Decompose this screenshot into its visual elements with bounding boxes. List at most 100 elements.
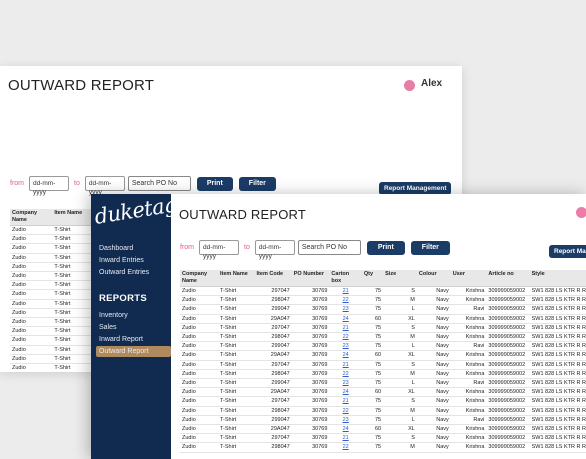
table-cell: T-Shirt (52, 363, 95, 372)
print-button[interactable]: Print (366, 240, 405, 255)
table-cell: 309999059002 (486, 323, 530, 334)
sidebar-item-inventory[interactable]: Inventory (99, 312, 128, 319)
table-cell: Navy (416, 424, 451, 435)
table-cell: Ravi (450, 304, 487, 315)
front-app-window: duketag! Dashboard Inward Entries Outwar… (91, 194, 586, 459)
carton-box-link[interactable]: 24 (329, 314, 362, 324)
carton-box-link[interactable]: 21 (329, 286, 362, 297)
to-label: to (74, 180, 80, 187)
table-cell: SW1 828 LS KTR R RGFG (529, 442, 586, 453)
user-avatar-icon[interactable] (404, 80, 415, 91)
table-cell: Zudio (10, 345, 53, 355)
carton-box-link[interactable]: 22 (329, 295, 362, 306)
to-date-input[interactable]: dd-mm-yyyy (254, 240, 295, 260)
table-cell: Zudio (180, 369, 218, 380)
column-header: Carton box (329, 270, 362, 287)
column-header: Item Name (218, 270, 255, 287)
po-search-input[interactable]: Search PO No (127, 176, 191, 191)
table-cell: 30769 (291, 304, 330, 315)
table-cell: 30769 (291, 387, 330, 398)
filter-button[interactable]: Filter (410, 240, 450, 255)
table-cell: T-Shirt (218, 378, 255, 389)
to-date-input[interactable]: dd-mm-yyyy (84, 176, 125, 196)
table-cell: SW1 828 LS KTR R RGFG (529, 396, 586, 407)
report-management-button[interactable]: Report Management (379, 182, 452, 195)
table-cell: 297047 (254, 433, 292, 444)
carton-box-link[interactable]: 22 (329, 369, 362, 380)
carton-box-link[interactable]: 23 (329, 341, 362, 352)
table-cell: Zudio (180, 286, 218, 297)
table-cell: T-Shirt (218, 341, 255, 352)
carton-box-link[interactable]: 24 (329, 387, 362, 398)
print-button[interactable]: Print (196, 176, 233, 191)
table-cell: Zudio (180, 350, 218, 361)
column-header: Size (383, 270, 417, 287)
table-cell: 75 (361, 378, 384, 389)
column-header: Article no (486, 270, 530, 287)
from-label: from (180, 244, 194, 251)
table-cell: 309999059002 (486, 442, 530, 453)
carton-box-link[interactable]: 21 (329, 323, 362, 334)
table-cell: T-Shirt (52, 262, 95, 273)
table-cell: 30769 (291, 341, 330, 352)
carton-box-link[interactable]: 22 (329, 332, 362, 343)
sidebar-item-inward-report[interactable]: Inward Report (99, 336, 143, 343)
table-cell: 309999059002 (486, 406, 530, 416)
table-cell: Navy (416, 360, 451, 370)
report-management-button[interactable]: Report Man (549, 245, 586, 258)
table-cell: Krishna (450, 350, 487, 361)
carton-box-link[interactable]: 23 (329, 304, 362, 315)
table-cell: 30769 (291, 442, 330, 453)
carton-box-link[interactable]: 21 (329, 396, 362, 407)
table-cell: 30769 (291, 286, 330, 297)
filter-button[interactable]: Filter (238, 176, 276, 191)
table-cell: Zudio (10, 308, 53, 319)
table-cell: Zudio (180, 323, 218, 334)
carton-box-link[interactable]: 24 (329, 350, 362, 361)
brand-logo: duketag! (92, 194, 187, 229)
table-cell: 298047 (254, 295, 292, 306)
carton-box-link[interactable]: 23 (329, 415, 362, 426)
table-cell: 30769 (291, 415, 330, 426)
carton-box-link[interactable]: 21 (329, 433, 362, 444)
table-cell: Zudio (180, 433, 218, 444)
sidebar-item-sales[interactable]: Sales (99, 324, 117, 331)
page-title: OUTWARD REPORT (179, 207, 307, 222)
sidebar-item-inward-entries[interactable]: Inward Entries (99, 257, 144, 264)
table-cell: T-Shirt (218, 360, 255, 370)
table-cell: 75 (361, 396, 384, 407)
po-search-input[interactable]: Search PO No (297, 240, 361, 255)
user-avatar-icon[interactable] (576, 207, 586, 218)
report-management-button-wrap: Report Man (549, 240, 586, 258)
table-cell: T-Shirt (218, 304, 255, 315)
table-cell: 309999059002 (486, 286, 530, 297)
table-cell: 30769 (291, 350, 330, 361)
table-cell: Ravi (450, 378, 487, 389)
table-cell: XL (383, 314, 417, 324)
table-cell: M (383, 442, 417, 453)
report-management-button-wrap: Report Management (379, 177, 452, 195)
table-cell: 298047 (254, 406, 292, 416)
table-cell: S (383, 323, 417, 334)
table-cell: Zudio (10, 335, 53, 346)
table-cell: 60 (361, 424, 384, 435)
table-cell: 30769 (291, 369, 330, 380)
table-cell: SW1 828 LS KTR R RGFG (529, 415, 586, 426)
carton-box-link[interactable]: 21 (329, 360, 362, 370)
from-date-input[interactable]: dd-mm-yyyy (199, 240, 239, 260)
sidebar-item-outward-report[interactable]: Outward Report (99, 348, 149, 355)
carton-box-link[interactable]: 24 (329, 424, 362, 435)
carton-box-link[interactable]: 23 (329, 378, 362, 389)
from-date-input[interactable]: dd-mm-yyyy (29, 176, 69, 196)
user-name[interactable]: Alex (421, 78, 443, 89)
carton-box-link[interactable]: 22 (329, 442, 362, 453)
table-cell: Zudio (180, 415, 218, 426)
sidebar-item-outward-entries[interactable]: Outward Entries (99, 269, 150, 276)
carton-box-link[interactable]: 22 (329, 406, 362, 416)
sidebar-item-dashboard[interactable]: Dashboard (99, 245, 134, 252)
